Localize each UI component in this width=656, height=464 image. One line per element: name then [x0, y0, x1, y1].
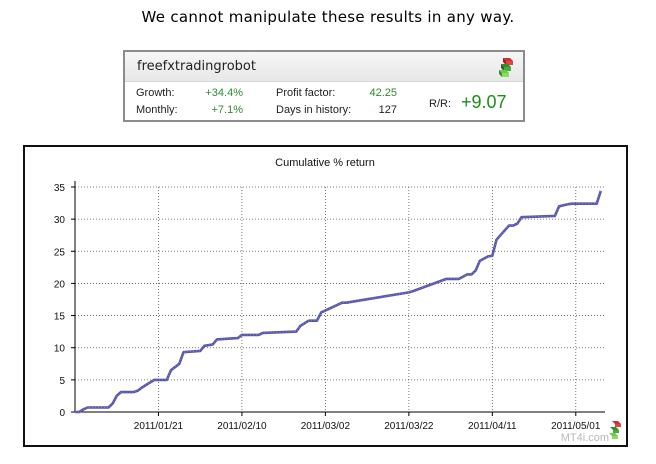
cumulative-return-line — [75, 190, 603, 414]
y-axis: 0 5 10 15 20 25 30 35 — [54, 181, 76, 419]
rr-label: R/R: — [429, 98, 451, 110]
y-tick-label: 25 — [54, 247, 66, 258]
cumulative-return-line-highlight — [75, 190, 602, 413]
x-tick-label: 2011/05/01 — [551, 421, 601, 432]
growth-value: +34.4% — [205, 87, 243, 99]
stats-header: freefxtradingrobot — [125, 52, 523, 82]
watermark: MT4i.com — [561, 432, 609, 444]
x-tick-label: 2011/04/11 — [468, 421, 517, 432]
x-tick-label: 2011/02/10 — [217, 421, 267, 432]
monthly-value: +7.1% — [211, 104, 244, 116]
y-tick-label: 15 — [54, 312, 66, 323]
growth-label: Growth: — [136, 87, 175, 99]
y-tick-label: 20 — [54, 279, 66, 290]
profit-factor-label: Profit factor: — [276, 87, 336, 99]
cumulative-return-chart: Cumulative % return 0 5 10 15 20 25 30 35 2011/… — [54, 157, 621, 444]
x-tick-label: 2011/03/22 — [384, 421, 434, 432]
page-headline: We cannot manipulate these results in an… — [141, 8, 515, 26]
chart-series — [75, 190, 603, 414]
y-tick-label: 5 — [59, 376, 65, 387]
account-stats-panel: freefxtradingrobot Growth: +34.4% Monthl… — [123, 50, 525, 122]
y-tick-label: 35 — [54, 183, 66, 194]
rr-value: +9.07 — [461, 92, 507, 112]
profit-factor-value: 42.25 — [369, 87, 397, 99]
x-tick-label: 2011/03/02 — [301, 421, 351, 432]
days-in-history-value: 127 — [378, 104, 397, 116]
chart-panel: Cumulative % return 0 5 10 15 20 25 30 35 2011/… — [23, 145, 628, 447]
days-in-history-label: Days in history: — [276, 104, 352, 116]
monthly-label: Monthly: — [136, 104, 178, 116]
account-name[interactable]: freefxtradingrobot — [137, 59, 256, 74]
cubes-icon — [499, 58, 513, 77]
cubes-icon — [609, 421, 621, 439]
chart-title: Cumulative % return — [275, 157, 375, 169]
y-tick-label: 30 — [54, 215, 66, 226]
y-tick-label: 10 — [54, 344, 66, 355]
x-tick-label: 2011/01/21 — [134, 421, 184, 432]
y-tick-label: 0 — [59, 408, 65, 419]
chart-grid — [75, 186, 605, 413]
x-axis: 2011/01/21 2011/02/10 2011/03/02 2011/03/22… — [75, 411, 605, 432]
